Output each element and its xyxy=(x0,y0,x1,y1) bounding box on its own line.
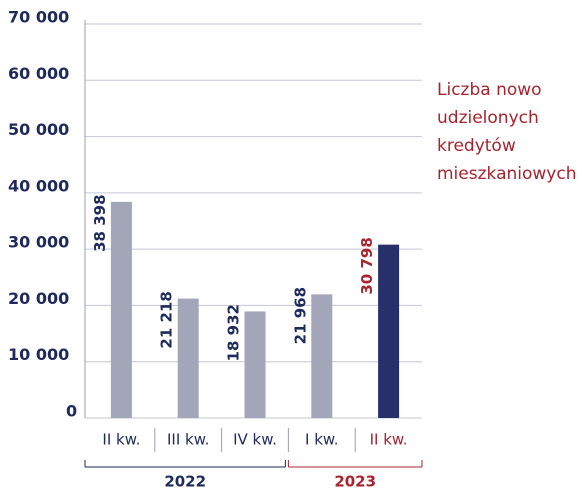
group-label: 2023 xyxy=(334,473,376,491)
bar xyxy=(244,311,266,418)
y-tick-label: 10 000 xyxy=(8,345,69,364)
bar xyxy=(378,244,400,418)
y-tick-label: 40 000 xyxy=(8,176,69,195)
bar xyxy=(110,201,132,418)
y-tick-label: 30 000 xyxy=(8,233,69,252)
bar xyxy=(177,298,199,418)
x-tick-label: I kw. xyxy=(305,431,339,449)
x-tick-label: IV kw. xyxy=(233,431,277,449)
y-tick-label: 20 000 xyxy=(8,289,69,308)
bar xyxy=(311,294,333,418)
chart-title: mieszkaniowych xyxy=(437,164,576,184)
group-label: 2022 xyxy=(164,473,206,491)
value-label: 18 932 xyxy=(225,304,243,361)
chart-title: udzielonych xyxy=(437,108,539,128)
value-label: 30 798 xyxy=(358,237,376,294)
value-label: 21 218 xyxy=(158,291,176,348)
chart-title: kredytów xyxy=(437,136,516,156)
y-tick-label: 60 000 xyxy=(8,64,69,83)
y-tick-label: 50 000 xyxy=(8,120,69,139)
x-tick-label: III kw. xyxy=(167,431,209,449)
value-label: 38 398 xyxy=(91,194,109,251)
value-label: 21 968 xyxy=(291,287,309,344)
chart-title: Liczba nowo xyxy=(437,80,542,100)
y-tick-label: 70 000 xyxy=(8,8,69,27)
x-tick-label: II kw. xyxy=(370,431,408,449)
y-tick-label: 0 xyxy=(66,402,77,421)
x-tick-label: II kw. xyxy=(102,431,140,449)
